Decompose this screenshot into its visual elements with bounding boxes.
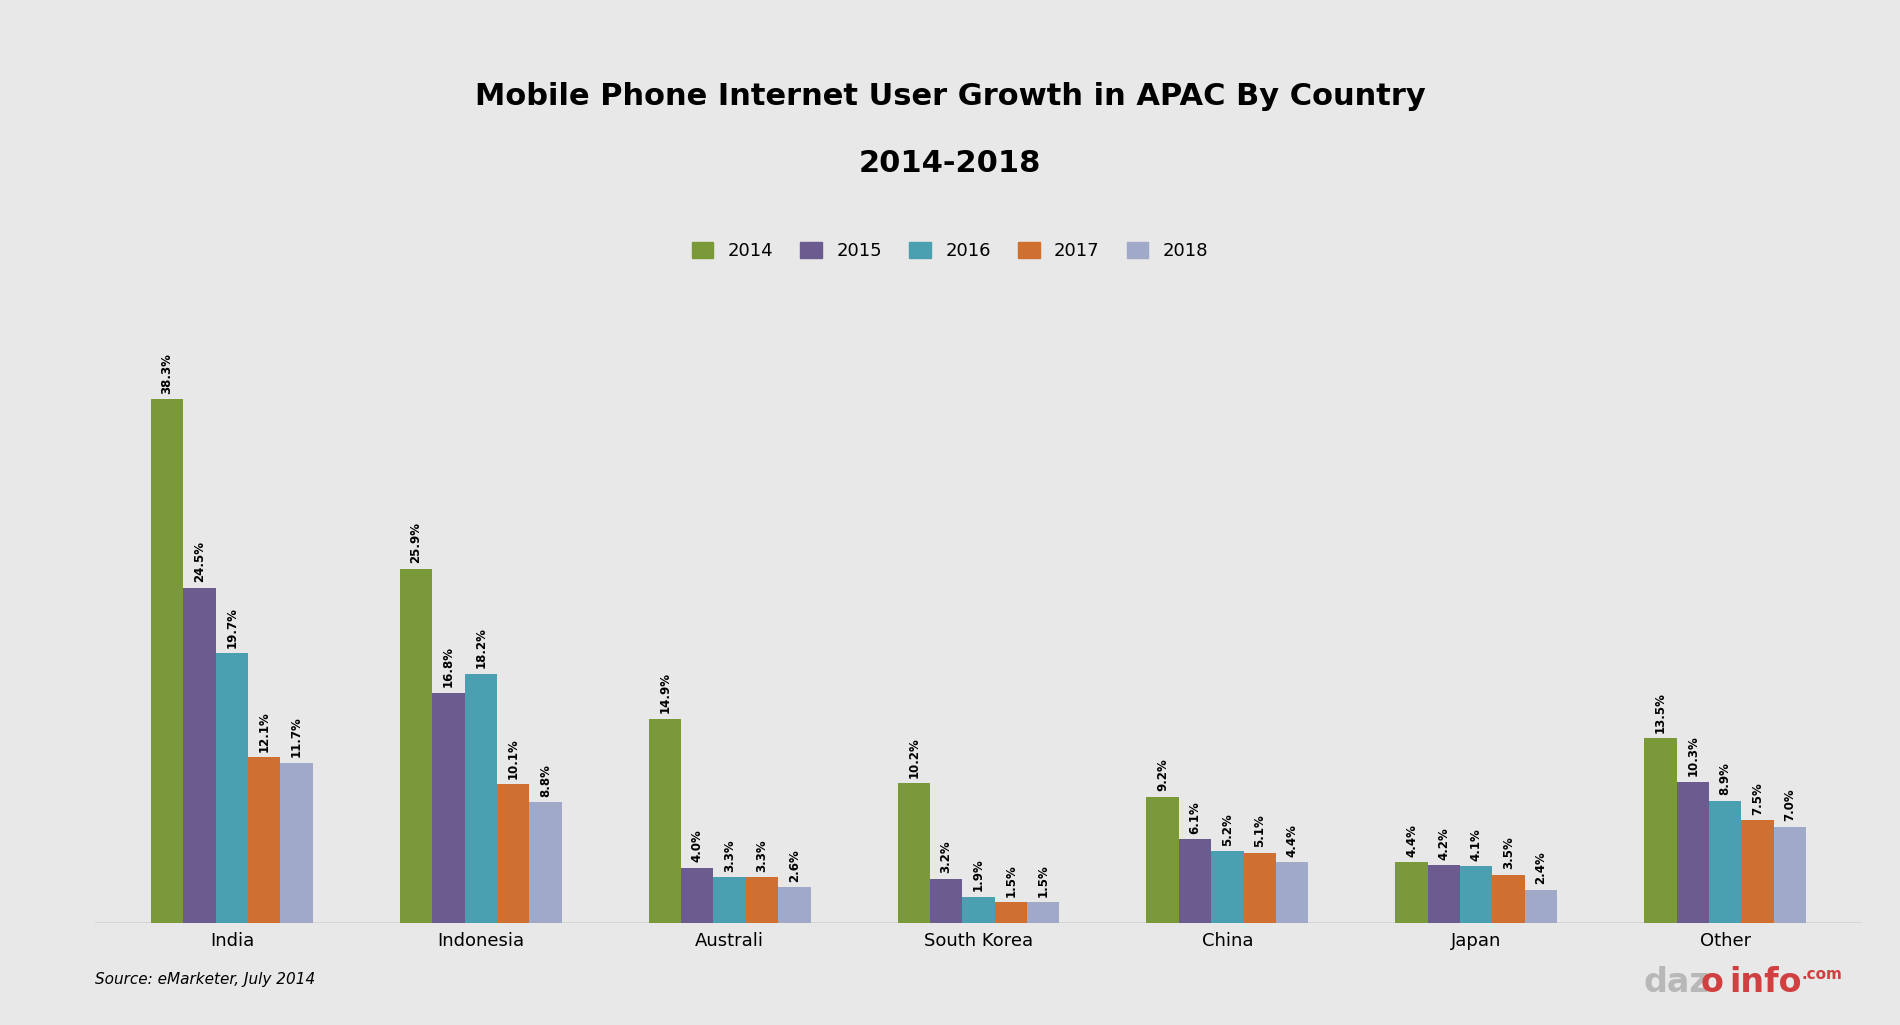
- Bar: [648, 719, 680, 922]
- Bar: [897, 783, 929, 922]
- Text: 3.3%: 3.3%: [756, 839, 768, 872]
- Text: 5.1%: 5.1%: [1254, 815, 1265, 848]
- Bar: [466, 673, 498, 922]
- Bar: [399, 569, 431, 922]
- Text: 3.3%: 3.3%: [724, 839, 735, 872]
- Bar: [1210, 852, 1244, 922]
- Bar: [1644, 738, 1676, 922]
- Text: 2014-2018: 2014-2018: [859, 149, 1041, 177]
- Text: 6.1%: 6.1%: [1189, 801, 1201, 833]
- Text: 4.1%: 4.1%: [1471, 828, 1482, 861]
- Text: 1.5%: 1.5%: [1005, 864, 1016, 897]
- Text: 8.8%: 8.8%: [540, 764, 553, 796]
- Text: Source: eMarketer, July 2014: Source: eMarketer, July 2014: [95, 972, 315, 987]
- Bar: [1395, 862, 1427, 922]
- Bar: [217, 653, 249, 922]
- Bar: [1526, 890, 1558, 923]
- Text: o: o: [1700, 967, 1723, 999]
- Text: .com: .com: [1801, 967, 1843, 982]
- Text: 4.2%: 4.2%: [1438, 827, 1450, 860]
- Bar: [747, 877, 779, 922]
- Bar: [1244, 853, 1277, 922]
- Bar: [1708, 801, 1740, 922]
- Bar: [961, 897, 996, 922]
- Text: 5.2%: 5.2%: [1222, 813, 1233, 846]
- Text: 11.7%: 11.7%: [291, 716, 304, 757]
- Text: Mobile Phone Internet User Growth in APAC By Country: Mobile Phone Internet User Growth in APA…: [475, 82, 1425, 111]
- Text: 3.2%: 3.2%: [940, 840, 952, 873]
- Text: 38.3%: 38.3%: [162, 353, 173, 394]
- Text: 24.5%: 24.5%: [194, 541, 205, 582]
- Legend: 2014, 2015, 2016, 2017, 2018: 2014, 2015, 2016, 2017, 2018: [684, 235, 1216, 268]
- Bar: [929, 878, 961, 922]
- Bar: [779, 887, 811, 922]
- Text: 9.2%: 9.2%: [1157, 758, 1168, 791]
- Bar: [1427, 865, 1459, 923]
- Bar: [1178, 839, 1210, 922]
- Text: 12.1%: 12.1%: [258, 711, 270, 751]
- Text: 3.5%: 3.5%: [1503, 836, 1514, 869]
- Bar: [1676, 782, 1708, 922]
- Text: 7.0%: 7.0%: [1784, 789, 1796, 821]
- Text: 25.9%: 25.9%: [410, 522, 422, 563]
- Bar: [714, 877, 747, 922]
- Text: 4.0%: 4.0%: [692, 829, 703, 862]
- Bar: [680, 868, 714, 922]
- Text: 7.5%: 7.5%: [1752, 782, 1763, 815]
- Text: 2.4%: 2.4%: [1535, 852, 1547, 885]
- Text: 4.4%: 4.4%: [1286, 824, 1298, 857]
- Bar: [996, 902, 1028, 922]
- Bar: [1492, 874, 1526, 922]
- Bar: [1740, 820, 1775, 922]
- Text: info: info: [1729, 967, 1801, 999]
- Text: 10.2%: 10.2%: [908, 737, 920, 778]
- Text: 2.6%: 2.6%: [788, 849, 800, 882]
- Bar: [530, 803, 562, 922]
- Bar: [498, 784, 530, 922]
- Text: 1.5%: 1.5%: [1037, 864, 1049, 897]
- Text: 19.7%: 19.7%: [226, 607, 238, 648]
- Text: 8.9%: 8.9%: [1720, 763, 1731, 795]
- Bar: [249, 757, 281, 922]
- Text: 10.3%: 10.3%: [1687, 736, 1699, 776]
- Bar: [150, 399, 184, 922]
- Text: 16.8%: 16.8%: [443, 647, 454, 688]
- Text: 14.9%: 14.9%: [659, 672, 671, 713]
- Bar: [1146, 796, 1178, 923]
- Text: 13.5%: 13.5%: [1653, 692, 1666, 733]
- Text: daz: daz: [1644, 967, 1710, 999]
- Bar: [1459, 866, 1492, 922]
- Bar: [1277, 862, 1309, 922]
- Bar: [1028, 902, 1060, 922]
- Text: 4.4%: 4.4%: [1404, 824, 1417, 857]
- Text: 10.1%: 10.1%: [507, 738, 519, 779]
- Bar: [431, 693, 466, 922]
- Text: 18.2%: 18.2%: [475, 627, 486, 668]
- Text: 1.9%: 1.9%: [973, 858, 984, 891]
- Bar: [184, 587, 217, 922]
- Bar: [1775, 827, 1807, 922]
- Bar: [281, 763, 314, 922]
